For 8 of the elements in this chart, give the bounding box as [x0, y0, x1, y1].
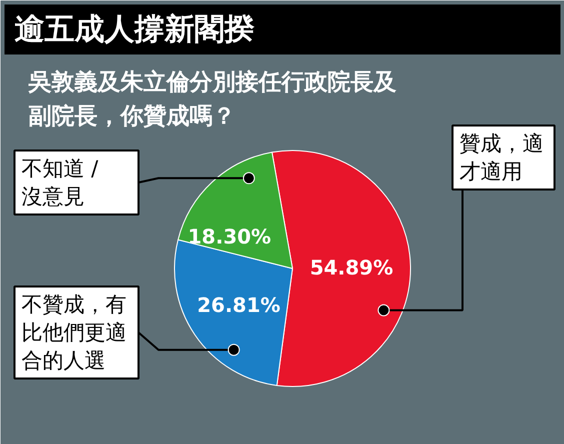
- chart-title: 逾五成人撐新閣揆: [14, 12, 256, 47]
- data-label: 26.81%: [197, 292, 280, 317]
- data-label: 18.30%: [188, 224, 272, 248]
- chart-subtitle: 吳敦義及朱立倫分別接任行政院長及副院長，你贊成嗎？: [28, 68, 396, 130]
- data-label: 54.89%: [310, 255, 394, 280]
- slice-label: 不知道 / 沒意見: [22, 156, 100, 208]
- slice-label: 不贊成，有比他們更適合的人選: [22, 292, 126, 372]
- slice-label: 贊成，適才適用: [460, 132, 544, 184]
